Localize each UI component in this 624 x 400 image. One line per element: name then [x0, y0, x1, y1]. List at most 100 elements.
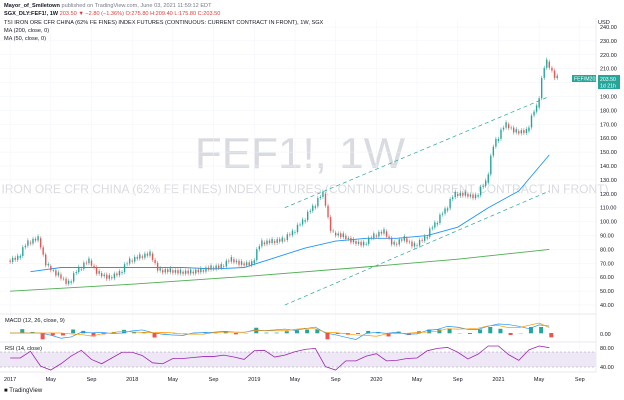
ma200-legend[interactable]: MA (200, close, 0): [4, 28, 50, 34]
candle-body: [337, 233, 339, 236]
macd-histogram-bar: [488, 327, 493, 334]
price-tick: 80.00: [600, 247, 614, 253]
candle-body: [482, 185, 484, 187]
author-name[interactable]: Mayor_of_Smiletown: [4, 3, 60, 9]
rsi-polyline: [10, 345, 550, 371]
time-tick: 2019: [248, 377, 260, 383]
macd-histogram-bar: [71, 329, 76, 334]
candle-body: [220, 264, 222, 269]
candle-body: [197, 269, 200, 273]
macd-line: [10, 323, 550, 340]
macd-histogram-bar: [498, 328, 503, 334]
candle-body: [289, 234, 291, 236]
time-tick: May: [46, 377, 57, 383]
macd-histogram-bar: [132, 331, 137, 334]
candle-body: [55, 270, 57, 276]
candle-body: [156, 262, 159, 271]
candle-body: [469, 194, 472, 197]
quote-values: 203.50 ▼ −2.80 (−1.36%) O:275.80 H:209.4…: [59, 11, 221, 17]
candle-body: [266, 240, 268, 245]
last-tag-label: FEF/M2021: [574, 77, 601, 83]
candle-body: [192, 271, 194, 274]
candle-body: [279, 239, 281, 242]
candle-body: [233, 259, 235, 263]
candle-body: [37, 236, 39, 241]
candle-body: [296, 224, 299, 233]
candle-body: [439, 214, 441, 224]
last-tag-bg: [572, 75, 596, 82]
candle-body: [223, 266, 225, 267]
candle-body: [434, 222, 436, 228]
price-tick: 180.00: [600, 108, 617, 114]
candle-body: [553, 70, 556, 79]
candle-body: [189, 269, 192, 274]
candle-body: [401, 239, 403, 241]
candle-body: [72, 273, 75, 282]
candle-body: [19, 256, 21, 258]
macd-histogram-bar: [386, 333, 391, 337]
price-tick: 110.00: [600, 206, 616, 212]
tradingview-logo[interactable]: ■ TradingView: [4, 388, 42, 394]
ma50-legend[interactable]: MA (50, close, 0): [4, 36, 46, 42]
candle-body: [149, 251, 151, 256]
published-text: published on TradingView.com, June 03, 2…: [61, 3, 212, 9]
price-tick: 60.00: [600, 275, 614, 281]
candle-body: [357, 241, 360, 244]
candle-body: [462, 192, 464, 196]
time-tick: 2018: [126, 377, 138, 383]
candle-body: [169, 268, 172, 273]
rsi-band: [0, 352, 596, 367]
candle-body: [235, 260, 238, 263]
macd-label[interactable]: MACD (12, 26, close, 9): [5, 318, 65, 324]
candle-body: [472, 194, 474, 199]
price-tick: 210.00: [600, 67, 617, 73]
candle-body: [525, 129, 528, 134]
candle-body: [446, 208, 449, 211]
candle-body: [421, 239, 423, 241]
candle-body: [294, 232, 296, 233]
candles: [9, 57, 558, 286]
price-tick: 140.00: [600, 164, 617, 170]
candle-body: [441, 213, 444, 215]
candle-body: [159, 268, 161, 271]
candle-body: [518, 131, 520, 134]
candle-body: [47, 264, 49, 266]
time-tick: May: [290, 377, 301, 383]
rsi-label[interactable]: RSI (14, close): [5, 346, 42, 352]
candle-body: [523, 130, 525, 134]
candle-body: [540, 77, 543, 99]
series-title: TSI IRON ORE CFR CHINA (62% FE FINES) IN…: [4, 20, 324, 26]
candle-body: [17, 255, 19, 260]
candle-body: [78, 266, 80, 273]
candle-body: [301, 219, 304, 225]
macd-pane: [10, 322, 554, 340]
macd-histogram-bar: [274, 332, 279, 334]
time-tick: 2021: [492, 377, 504, 383]
candle-body: [95, 267, 98, 274]
macd-histogram-bar: [91, 333, 96, 337]
price-tick: 90.00: [600, 234, 614, 240]
candle-body: [83, 262, 85, 269]
candle-body: [93, 265, 95, 268]
candle-body: [134, 256, 136, 262]
candle-body: [103, 274, 105, 277]
candle-body: [174, 270, 177, 273]
price-axis[interactable]: 240.00230.00220.00210.00200.00190.00180.…: [600, 25, 617, 309]
time-axis[interactable]: 2017 May Sep 2018 May Sep 2019 May Sep 2020 May Sep…: [4, 377, 585, 383]
candle-body: [406, 238, 408, 243]
candle-body: [436, 223, 439, 225]
candle-body: [184, 270, 187, 274]
candle-body: [373, 233, 375, 239]
candle-body: [375, 235, 378, 237]
candle-body: [556, 75, 558, 79]
candle-body: [390, 238, 393, 245]
candle-body: [538, 98, 540, 108]
candle-body: [128, 258, 131, 264]
candle-body: [535, 105, 538, 112]
candle-body: [530, 115, 533, 128]
rsi-line: [10, 345, 550, 371]
macd-histogram-bar: [294, 330, 299, 334]
candle-body: [187, 270, 189, 274]
time-tick: Sep: [209, 377, 219, 383]
